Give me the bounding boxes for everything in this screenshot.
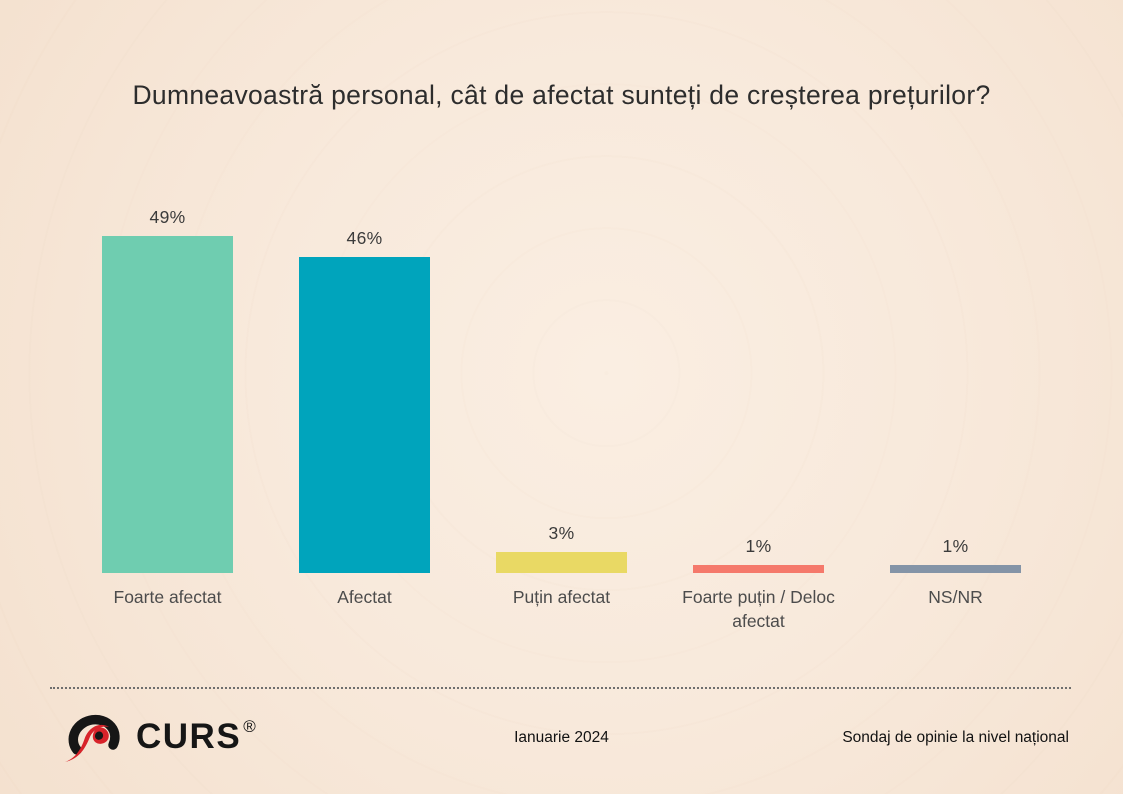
bar-value-label: 49% <box>149 207 186 227</box>
bar-column: 46% Afectat <box>266 180 463 640</box>
page-title: Dumneavoastră personal, cât de afectat s… <box>132 80 991 110</box>
bar-category-label: Foarte afectat <box>113 587 222 607</box>
registered-trademark-symbol: ® <box>243 717 258 736</box>
bar-column: 49% Foarte afectat <box>69 180 266 640</box>
curs-logo-text: CURS ® <box>136 717 258 756</box>
bar-category-label: Foarte puțin / Deloc afectat <box>682 587 835 631</box>
survey-scope-note: Sondaj de opinie la nivel național <box>842 729 1069 746</box>
bar <box>693 565 824 573</box>
bar-value-label: 1% <box>942 536 969 556</box>
bar-category-label: Afectat <box>337 587 392 607</box>
bar <box>496 552 627 573</box>
curs-logo-icon <box>65 714 120 762</box>
bar-column: 1% Foarte puțin / Deloc afectat <box>660 180 857 640</box>
dotted-divider <box>50 687 1071 689</box>
bar-value-label: 1% <box>745 536 772 556</box>
bar-category-label: NS/NR <box>928 587 983 607</box>
bar-category-label: Puțin afectat <box>512 587 611 607</box>
bar <box>102 236 233 573</box>
bar-chart: 49% Foarte afectat 46% Afectat 3% Puțin afect… <box>69 180 1054 640</box>
bar <box>890 565 1021 573</box>
survey-date: Ianuarie 2024 <box>514 729 609 746</box>
bar-column: 3% Puțin afectat <box>463 180 660 640</box>
curs-logo: CURS ® <box>60 708 257 764</box>
bar-value-label: 46% <box>346 228 383 248</box>
bar <box>299 257 430 573</box>
bar-column: 1% NS/NR <box>857 180 1054 640</box>
bar-value-label: 3% <box>548 523 575 543</box>
